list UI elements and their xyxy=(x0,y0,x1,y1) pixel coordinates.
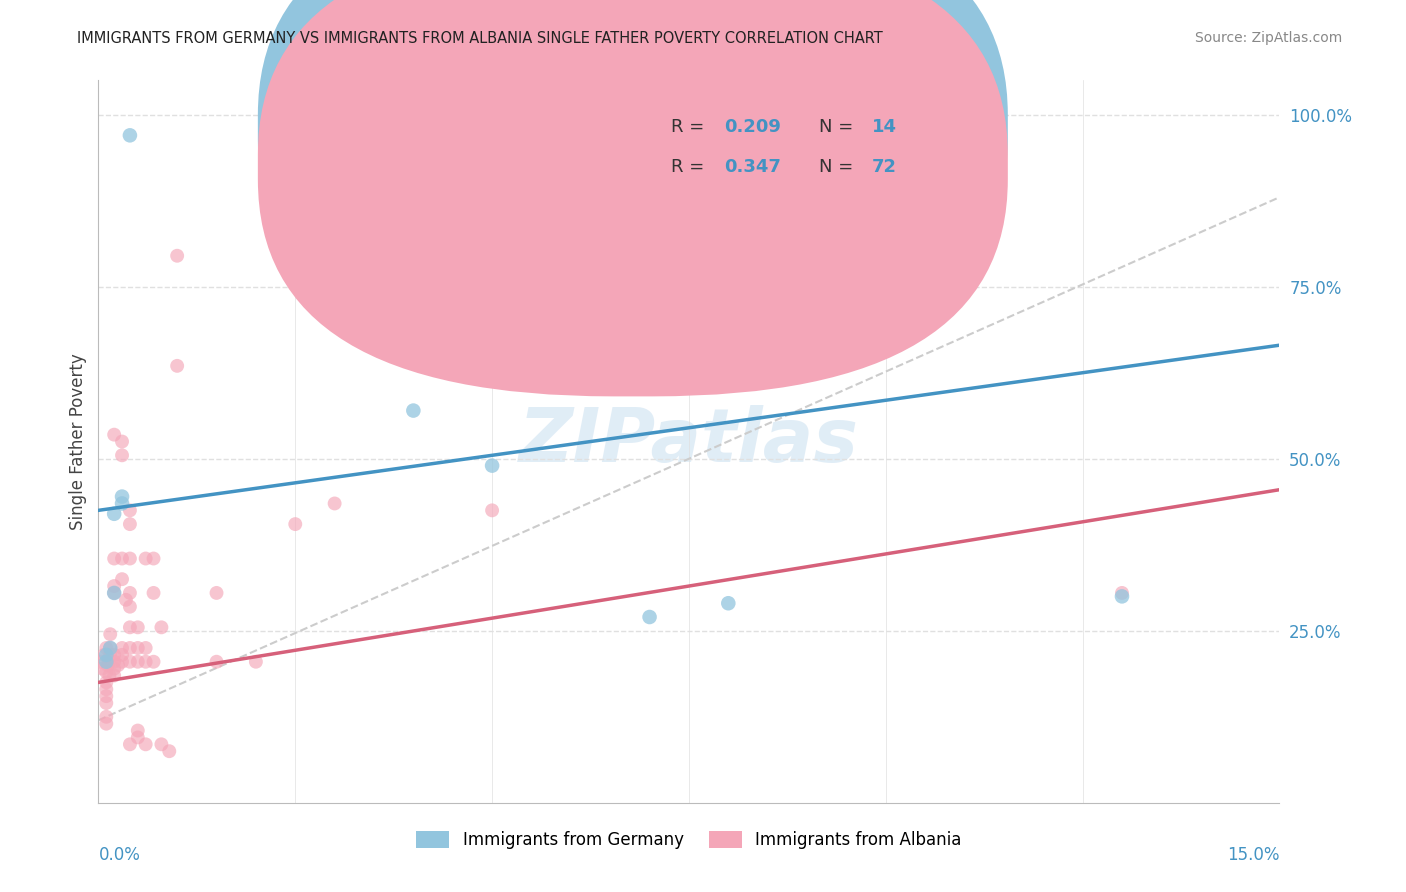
Point xyxy=(103,586,125,600)
FancyBboxPatch shape xyxy=(257,0,1008,396)
Text: R =: R = xyxy=(671,158,710,176)
Point xyxy=(98,668,121,682)
Point xyxy=(103,427,125,442)
Point xyxy=(142,655,165,669)
Point xyxy=(118,128,141,143)
Point xyxy=(91,662,114,676)
Point xyxy=(115,592,138,607)
Point xyxy=(166,249,188,263)
Point xyxy=(135,655,157,669)
Point xyxy=(111,648,134,662)
Point xyxy=(1111,590,1133,604)
Point xyxy=(103,551,125,566)
Point xyxy=(127,655,149,669)
Point xyxy=(103,668,125,682)
Point xyxy=(127,640,149,655)
Point xyxy=(118,640,141,655)
Text: 0.209: 0.209 xyxy=(724,119,782,136)
Point xyxy=(103,586,125,600)
Point xyxy=(142,586,165,600)
Point xyxy=(118,503,141,517)
Point xyxy=(98,640,121,655)
Point xyxy=(111,434,134,449)
Point xyxy=(103,648,125,662)
Point xyxy=(103,662,125,676)
Text: N =: N = xyxy=(818,158,859,176)
Point xyxy=(205,655,228,669)
Point xyxy=(96,640,118,655)
Point xyxy=(150,620,173,634)
Point xyxy=(142,551,165,566)
Point xyxy=(111,572,134,586)
Legend: Immigrants from Germany, Immigrants from Albania: Immigrants from Germany, Immigrants from… xyxy=(409,824,969,856)
Point xyxy=(481,458,503,473)
Point xyxy=(103,579,125,593)
Text: 15.0%: 15.0% xyxy=(1227,847,1279,864)
Point xyxy=(481,503,503,517)
Point xyxy=(96,710,118,724)
Point xyxy=(96,682,118,697)
Text: N =: N = xyxy=(818,119,859,136)
Point xyxy=(111,448,134,462)
Text: R =: R = xyxy=(671,119,710,136)
Point xyxy=(97,658,120,673)
Point xyxy=(166,359,188,373)
Point xyxy=(96,655,118,669)
Point xyxy=(111,496,134,510)
Point xyxy=(127,731,149,745)
Point xyxy=(157,744,180,758)
Point xyxy=(127,620,149,634)
Point xyxy=(96,648,118,662)
Text: ZIPatlas: ZIPatlas xyxy=(519,405,859,478)
Point xyxy=(118,620,141,634)
Text: 72: 72 xyxy=(872,158,897,176)
Point xyxy=(111,640,134,655)
Point xyxy=(96,675,118,690)
Point xyxy=(103,655,125,669)
Point xyxy=(638,610,661,624)
Point xyxy=(118,517,141,532)
Point xyxy=(1111,586,1133,600)
Point xyxy=(111,490,134,504)
Point xyxy=(97,651,120,665)
Point xyxy=(96,696,118,710)
Point xyxy=(118,551,141,566)
Point xyxy=(402,259,425,273)
FancyBboxPatch shape xyxy=(257,0,1008,357)
Point xyxy=(111,655,134,669)
Point xyxy=(323,496,346,510)
Point xyxy=(717,596,740,610)
Point xyxy=(111,551,134,566)
Point xyxy=(150,737,173,751)
Text: 0.0%: 0.0% xyxy=(98,847,141,864)
Point xyxy=(402,403,425,417)
Text: IMMIGRANTS FROM GERMANY VS IMMIGRANTS FROM ALBANIA SINGLE FATHER POVERTY CORRELA: IMMIGRANTS FROM GERMANY VS IMMIGRANTS FR… xyxy=(77,31,883,46)
Point xyxy=(93,648,115,662)
Point xyxy=(118,586,141,600)
Point xyxy=(96,665,118,679)
Point xyxy=(96,689,118,703)
Point xyxy=(205,586,228,600)
Point xyxy=(98,640,121,655)
Text: Source: ZipAtlas.com: Source: ZipAtlas.com xyxy=(1195,31,1343,45)
FancyBboxPatch shape xyxy=(582,95,936,211)
Point xyxy=(135,640,157,655)
Point xyxy=(98,648,121,662)
Point xyxy=(135,551,157,566)
Point xyxy=(90,655,112,669)
Point xyxy=(107,658,129,673)
Point xyxy=(96,716,118,731)
Text: 14: 14 xyxy=(872,119,897,136)
Point xyxy=(127,723,149,738)
Point xyxy=(103,507,125,521)
Point xyxy=(98,627,121,641)
Point xyxy=(118,737,141,751)
Point xyxy=(118,599,141,614)
Y-axis label: Single Father Poverty: Single Father Poverty xyxy=(69,353,87,530)
Point xyxy=(284,517,307,532)
Point xyxy=(135,737,157,751)
Text: 0.347: 0.347 xyxy=(724,158,782,176)
Point xyxy=(118,655,141,669)
Point xyxy=(245,655,267,669)
